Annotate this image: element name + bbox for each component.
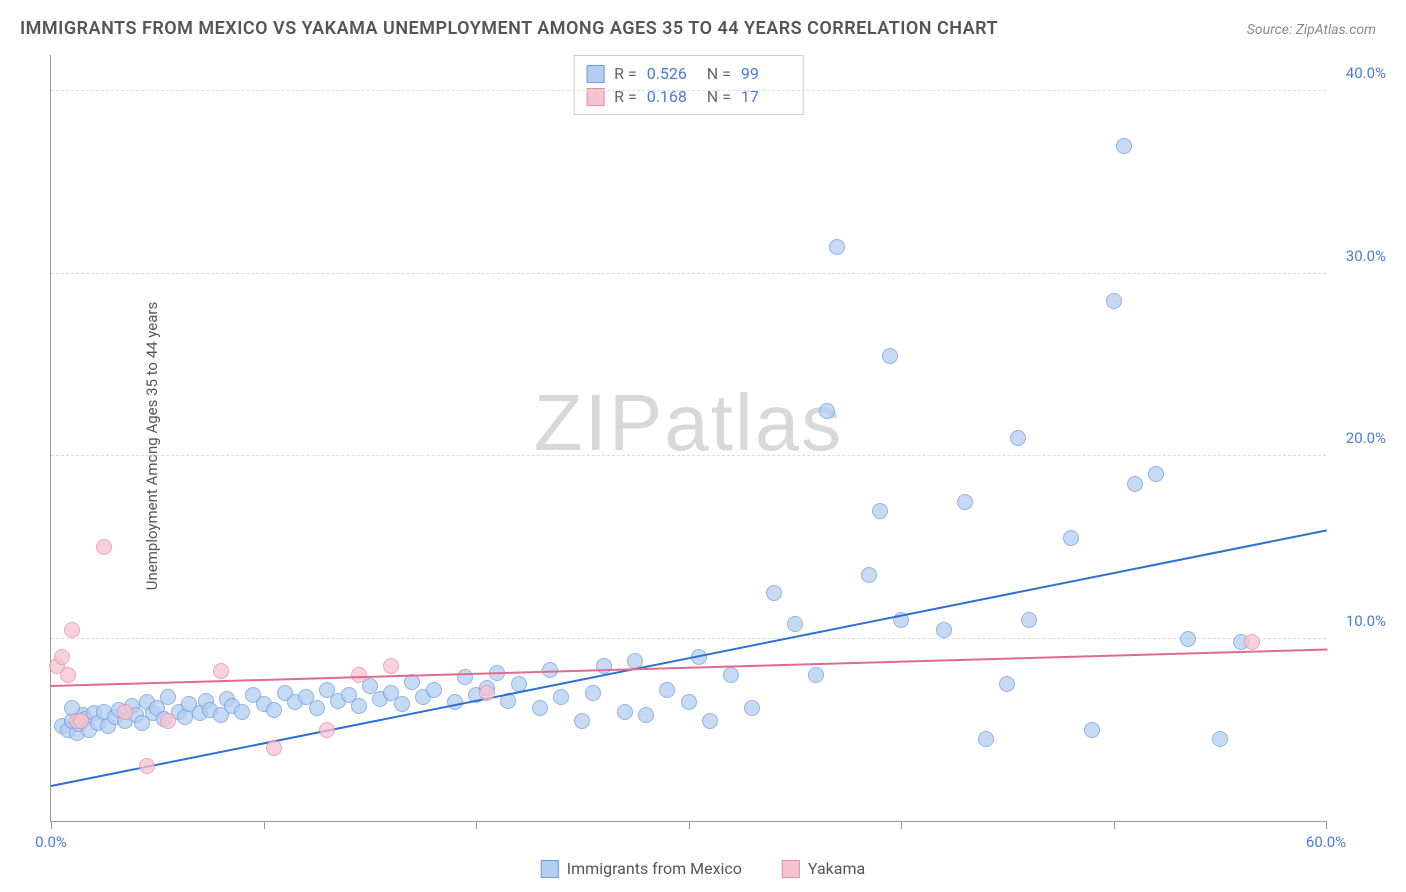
- stats-row: R =0.168N =17: [586, 85, 791, 108]
- scatter-point: [681, 694, 697, 710]
- scatter-point: [585, 685, 601, 701]
- trend-line: [51, 530, 1327, 788]
- scatter-point: [1116, 138, 1132, 154]
- scatter-point: [787, 616, 803, 632]
- y-tick-label: 40.0%: [1346, 64, 1386, 82]
- series-swatch: [586, 65, 604, 83]
- stat-n-label: N =: [707, 64, 731, 83]
- scatter-point: [266, 702, 282, 718]
- scatter-point: [1010, 430, 1026, 446]
- chart-title: IMMIGRANTS FROM MEXICO VS YAKAMA UNEMPLO…: [20, 18, 998, 39]
- scatter-point: [479, 685, 495, 701]
- x-tick: [689, 821, 690, 829]
- legend-swatch: [541, 860, 559, 878]
- legend-item: Yakama: [782, 859, 865, 878]
- scatter-point: [117, 704, 133, 720]
- scatter-point: [659, 682, 675, 698]
- x-tick: [1326, 821, 1327, 829]
- legend-item: Immigrants from Mexico: [541, 859, 742, 878]
- legend-swatch: [782, 860, 800, 878]
- scatter-point: [638, 707, 654, 723]
- scatter-point: [266, 740, 282, 756]
- scatter-point: [54, 649, 70, 665]
- scatter-point: [999, 676, 1015, 692]
- scatter-point: [457, 669, 473, 685]
- scatter-point: [139, 758, 155, 774]
- scatter-point: [723, 667, 739, 683]
- scatter-point: [73, 713, 89, 729]
- trend-line: [51, 649, 1327, 688]
- x-tick: [264, 821, 265, 829]
- x-tick-label: 0.0%: [35, 833, 67, 851]
- scatter-point: [808, 667, 824, 683]
- scatter-point: [96, 539, 112, 555]
- scatter-point: [882, 348, 898, 364]
- scatter-point: [1021, 612, 1037, 628]
- gridline: [51, 273, 1326, 274]
- scatter-point: [60, 667, 76, 683]
- stat-r-value: 0.526: [647, 64, 697, 83]
- scatter-point: [426, 682, 442, 698]
- x-tick: [476, 821, 477, 829]
- scatter-point: [319, 722, 335, 738]
- stat-n-value: 99: [741, 64, 791, 83]
- scatter-point: [213, 663, 229, 679]
- plot-area: ZIPatlas R =0.526N =99R =0.168N =17 10.0…: [50, 55, 1326, 822]
- scatter-point: [1084, 722, 1100, 738]
- scatter-point: [766, 585, 782, 601]
- scatter-point: [1212, 731, 1228, 747]
- x-tick: [1114, 821, 1115, 829]
- chart-container: IMMIGRANTS FROM MEXICO VS YAKAMA UNEMPLO…: [0, 0, 1406, 892]
- y-tick-label: 10.0%: [1346, 612, 1386, 630]
- source-label: Source: ZipAtlas.com: [1247, 22, 1376, 38]
- scatter-point: [160, 689, 176, 705]
- scatter-point: [744, 700, 760, 716]
- bottom-legend: Immigrants from Mexico Yakama: [541, 859, 865, 878]
- x-tick-label: 60.0%: [1306, 833, 1346, 851]
- x-tick: [901, 821, 902, 829]
- stats-legend-box: R = 0.526 N = 99 R =0.168N =17: [573, 55, 804, 115]
- legend-label: Immigrants from Mexico: [567, 859, 742, 878]
- scatter-point: [309, 700, 325, 716]
- scatter-point: [957, 494, 973, 510]
- scatter-point: [234, 704, 250, 720]
- scatter-point: [872, 503, 888, 519]
- scatter-point: [351, 698, 367, 714]
- scatter-point: [819, 403, 835, 419]
- scatter-point: [553, 689, 569, 705]
- scatter-point: [1148, 466, 1164, 482]
- scatter-point: [532, 700, 548, 716]
- scatter-point: [596, 658, 612, 674]
- stats-row: R = 0.526 N = 99: [586, 62, 791, 85]
- scatter-point: [394, 696, 410, 712]
- x-tick: [51, 821, 52, 829]
- stat-r-label: R =: [614, 64, 637, 83]
- scatter-point: [160, 713, 176, 729]
- scatter-point: [1063, 530, 1079, 546]
- scatter-point: [861, 567, 877, 583]
- gridline: [51, 638, 1326, 639]
- y-tick-label: 30.0%: [1346, 247, 1386, 265]
- legend-label: Yakama: [808, 859, 865, 878]
- scatter-point: [936, 622, 952, 638]
- scatter-point: [702, 713, 718, 729]
- y-tick-label: 20.0%: [1346, 429, 1386, 447]
- gridline: [51, 455, 1326, 456]
- scatter-point: [574, 713, 590, 729]
- scatter-point: [64, 622, 80, 638]
- scatter-point: [1127, 476, 1143, 492]
- gridline: [51, 90, 1326, 91]
- scatter-point: [1106, 293, 1122, 309]
- watermark-thin: atlas: [664, 378, 843, 467]
- watermark-bold: ZIP: [534, 378, 664, 467]
- scatter-point: [617, 704, 633, 720]
- scatter-point: [829, 239, 845, 255]
- scatter-point: [978, 731, 994, 747]
- scatter-point: [383, 658, 399, 674]
- scatter-point: [1180, 631, 1196, 647]
- scatter-point: [1244, 634, 1260, 650]
